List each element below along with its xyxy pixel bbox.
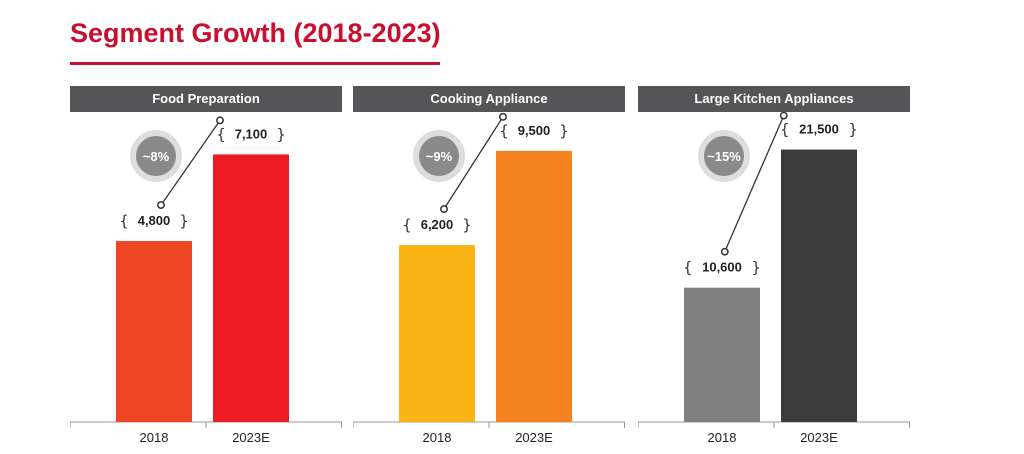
chart-panel-large-kitchen-appliances: Large Kitchen Appliances 2018 10,600 {} 202…: [638, 86, 910, 446]
brace-left: {: [499, 122, 509, 140]
data-label: 21,500: [799, 122, 839, 137]
growth-badge-label: ~8%: [143, 149, 170, 164]
brace-right: }: [751, 259, 761, 277]
data-label: 10,600: [702, 260, 742, 275]
connector-dot: [720, 247, 729, 256]
brace-right: }: [559, 122, 569, 140]
data-label: 9,500: [518, 123, 551, 138]
chart-panel-food-preparation: Food Preparation 2018 4,800 {} 2023E 7,100 {}…: [70, 86, 342, 446]
x-tick-label: 2023E: [800, 430, 838, 445]
brace-left: {: [402, 216, 412, 234]
bar-2018: [684, 287, 760, 422]
growth-badge: [136, 136, 176, 176]
connector-dot: [440, 205, 448, 213]
connector-dot: [157, 201, 165, 210]
bar-2023e: [781, 149, 857, 423]
x-tick-label: 2023E: [515, 430, 553, 445]
x-tick-label: 2018: [140, 430, 169, 445]
x-tick-label: 2023E: [232, 430, 270, 445]
panel-header: Cooking Appliance: [353, 86, 625, 112]
chart-panel-cooking-appliance: Cooking Appliance 2018 6,200 {} 2023E 9,500 {…: [353, 86, 625, 446]
brace-left: {: [216, 125, 226, 143]
brace-left: {: [119, 212, 129, 230]
bar-2023e: [213, 154, 289, 422]
brace-right: }: [179, 212, 189, 230]
bar-2018: [116, 241, 192, 422]
brace-right: }: [848, 121, 858, 139]
chart-svg: 2018 4,800 {} 2023E 7,100 {} ~8%: [70, 116, 342, 445]
growth-connector-line: [443, 116, 504, 210]
x-tick-label: 2018: [423, 430, 452, 445]
connector-dot: [499, 112, 507, 121]
bar-2018: [399, 245, 475, 422]
chart-svg: 2018 10,600 {} 2023E 21,500 {} ~15%: [638, 111, 910, 445]
brace-right: }: [462, 216, 472, 234]
data-label: 4,800: [138, 213, 171, 228]
growth-connector-line: [160, 120, 221, 206]
brace-left: {: [780, 121, 790, 139]
bar-2023e: [496, 150, 572, 422]
brace-right: }: [276, 125, 286, 143]
connector-dot: [216, 116, 224, 125]
data-label: 7,100: [235, 126, 268, 141]
page-title: Segment Growth (2018-2023): [70, 18, 441, 48]
data-label: 6,200: [421, 217, 454, 232]
growth-connector-line: [724, 115, 785, 252]
x-tick-label: 2018: [708, 430, 737, 445]
chart-svg: 2018 6,200 {} 2023E 9,500 {} ~9%: [353, 112, 625, 445]
growth-badge-label: ~15%: [707, 149, 741, 164]
brace-left: {: [683, 259, 693, 277]
title-underline: [70, 62, 440, 65]
panel-header: Food Preparation: [70, 86, 342, 112]
panel-header: Large Kitchen Appliances: [638, 86, 910, 112]
growth-badge: [704, 136, 744, 176]
connector-dot: [779, 111, 788, 120]
growth-badge-label: ~9%: [426, 149, 453, 164]
growth-badge: [419, 136, 459, 176]
